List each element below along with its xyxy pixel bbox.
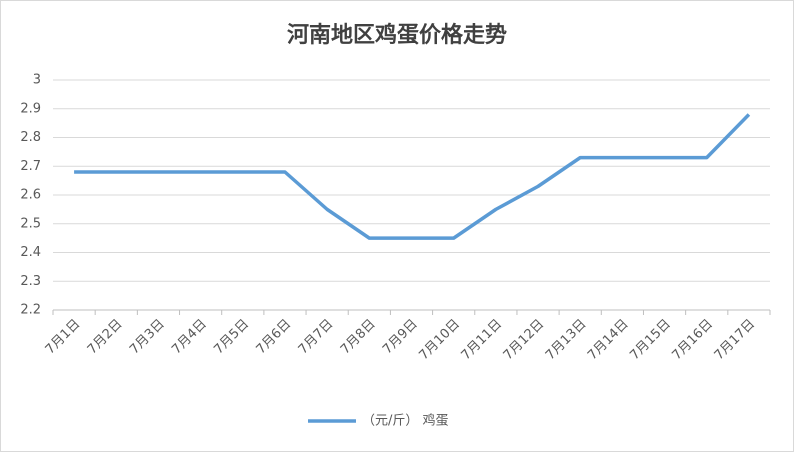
line-series: [74, 113, 751, 240]
legend-label: （元/斤） 鸡蛋: [362, 413, 449, 429]
y-tick-label: 2.9: [20, 101, 41, 116]
y-tick-label: 3: [33, 73, 41, 88]
y-tick-label: 2.5: [20, 216, 41, 231]
y-tick-label: 2.7: [20, 159, 41, 174]
y-tick-label: 2.2: [20, 303, 41, 318]
y-tick-label: 2.6: [20, 188, 41, 203]
y-tick-label: 2.3: [20, 274, 41, 289]
y-tick-label: 2.8: [20, 130, 41, 145]
y-tick-label: 2.4: [20, 245, 41, 260]
chart-title: 河南地区鸡蛋价格走势: [287, 22, 507, 48]
